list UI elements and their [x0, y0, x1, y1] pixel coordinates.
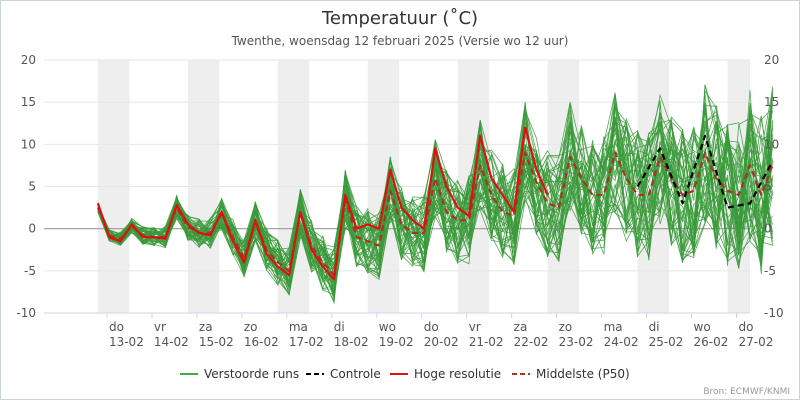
- y-tick-label: -10: [16, 306, 36, 320]
- x-tick-date: 17-02: [289, 335, 324, 349]
- x-tick-day: wo: [694, 320, 711, 334]
- legend: Verstoorde runs Controle Hoge resolutie Mid…: [180, 367, 630, 381]
- x-tick-day: vr: [154, 320, 166, 334]
- x-tick-day: ma: [604, 320, 623, 334]
- x-tick-day: vr: [469, 320, 481, 334]
- ensemble-line: [97, 100, 773, 274]
- x-tick-date: 19-02: [379, 335, 414, 349]
- x-tick-day: di: [649, 320, 660, 334]
- chart-title: Temperatuur (˚C): [321, 8, 478, 29]
- y-axis-left: -10 -5 0 5 10 15 20: [16, 53, 36, 320]
- ensemble-line: [97, 86, 773, 278]
- y-tick-label: 0: [764, 222, 772, 236]
- x-tick-date: 22-02: [514, 335, 549, 349]
- ensemble-line: [97, 107, 773, 286]
- x-tick-date: 13-02: [109, 335, 144, 349]
- x-tick-day: zo: [244, 320, 258, 334]
- credit-text: Bron: ECMWF/KNMI: [703, 387, 790, 397]
- ensemble-line: [97, 105, 773, 275]
- x-tick-date: 25-02: [649, 335, 684, 349]
- x-tick-day: wo: [379, 320, 396, 334]
- x-tick-date: 26-02: [694, 335, 729, 349]
- legend-label: Verstoorde runs: [204, 367, 299, 381]
- main-series: [96, 126, 774, 281]
- y-tick-label: 5: [28, 180, 36, 194]
- x-tick-day: za: [199, 320, 213, 334]
- y-axis-right: -10 -5 0 5 10 15 20: [764, 53, 784, 320]
- x-tick-day: ma: [289, 320, 308, 334]
- y-tick-label: 10: [764, 137, 779, 151]
- x-tick-date: 16-02: [244, 335, 279, 349]
- x-tick-day: do: [739, 320, 754, 334]
- x-tick-day: di: [334, 320, 345, 334]
- x-tick-date: 20-02: [424, 335, 459, 349]
- y-tick-label: 0: [28, 222, 36, 236]
- series-line-hoge-resolutie: [96, 126, 549, 281]
- y-tick-label: 20: [21, 53, 36, 67]
- x-tick-date: 15-02: [199, 335, 234, 349]
- x-tick-day: zo: [559, 320, 573, 334]
- series-line-controle: [636, 134, 774, 209]
- x-tick-date: 21-02: [469, 335, 504, 349]
- y-tick-label: -10: [764, 306, 784, 320]
- x-tick-date: 18-02: [334, 335, 369, 349]
- y-tick-label: 10: [21, 137, 36, 151]
- x-tick-day: za: [514, 320, 528, 334]
- legend-label: Hoge resolutie: [414, 367, 501, 381]
- y-tick-label: 15: [21, 95, 36, 109]
- y-tick-label: -5: [24, 264, 36, 278]
- x-tick-date: 24-02: [604, 335, 639, 349]
- chart-subtitle: Twenthe, woensdag 12 februari 2025 (Vers…: [231, 34, 569, 48]
- legend-label: Middelste (P50): [536, 367, 630, 381]
- x-tick-day: do: [109, 320, 124, 334]
- x-axis: do13-02vr14-02za15-02zo16-02ma17-02di18-…: [106, 313, 774, 349]
- y-tick-label: -5: [764, 264, 776, 278]
- x-tick-date: 23-02: [559, 335, 594, 349]
- ensemble-line: [97, 93, 773, 294]
- y-tick-label: 15: [764, 95, 779, 109]
- legend-label: Controle: [330, 367, 381, 381]
- ensemble-line: [97, 108, 773, 274]
- x-tick-date: 27-02: [739, 335, 774, 349]
- y-tick-label: 20: [764, 53, 779, 67]
- x-tick-day: do: [424, 320, 439, 334]
- x-tick-date: 14-02: [154, 335, 189, 349]
- y-tick-label: 5: [764, 180, 772, 194]
